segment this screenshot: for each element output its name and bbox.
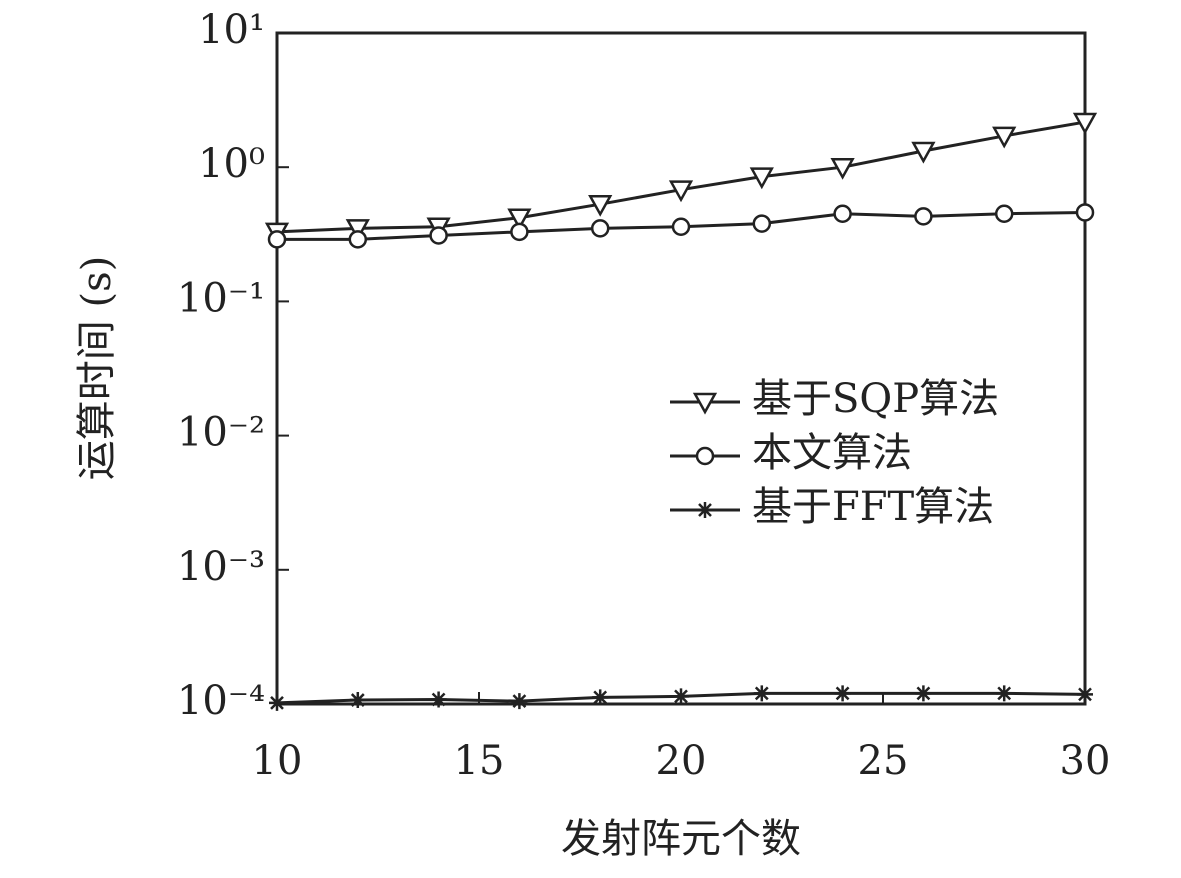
- y-tick-label: 10⁻¹: [177, 275, 265, 321]
- y-tick-label: 10⁰: [198, 141, 265, 187]
- x-tick-label: 10: [252, 738, 303, 784]
- marker: [752, 214, 772, 233]
- marker: [834, 685, 851, 702]
- legend-marker: [697, 502, 713, 518]
- marker: [911, 141, 936, 164]
- marker: [592, 689, 609, 706]
- marker: [511, 693, 528, 710]
- x-axis-label: 发射阵元个数: [561, 816, 801, 862]
- x-tick-label: 25: [858, 738, 909, 784]
- y-axis-label: 运算时间 (s): [74, 256, 120, 480]
- marker: [994, 204, 1014, 223]
- y-tick-label: 10⁻⁴: [177, 678, 265, 724]
- x-tick-label: 20: [656, 738, 707, 784]
- marker: [590, 219, 610, 238]
- marker: [267, 230, 287, 249]
- marker: [668, 180, 694, 203]
- marker: [830, 157, 855, 180]
- x-tick-label: 30: [1060, 738, 1111, 784]
- legend-marker: [692, 392, 718, 415]
- marker: [749, 167, 774, 190]
- marker: [833, 204, 852, 223]
- marker: [507, 208, 532, 231]
- marker: [429, 226, 448, 245]
- marker: [915, 685, 932, 702]
- legend-text: 本文算法: [752, 430, 912, 476]
- marker: [345, 219, 370, 241]
- legend-text: 基于FFT算法: [752, 484, 994, 530]
- marker: [269, 694, 285, 711]
- marker: [1072, 112, 1098, 135]
- marker: [1077, 686, 1093, 703]
- y-tick-label: 10¹: [198, 7, 265, 53]
- marker: [510, 222, 529, 242]
- marker: [1075, 203, 1095, 222]
- marker: [673, 688, 689, 705]
- legend-text: 基于SQP算法: [752, 376, 999, 422]
- marker: [349, 692, 366, 709]
- y-tick-label: 10⁻³: [177, 544, 265, 590]
- marker: [430, 691, 447, 708]
- marker: [348, 230, 368, 249]
- plot-frame: [275, 31, 1087, 706]
- x-tick-label: 15: [454, 738, 505, 784]
- legend-marker: [695, 446, 715, 466]
- marker: [671, 217, 691, 236]
- marker: [914, 207, 933, 226]
- marker: [996, 685, 1013, 702]
- marker: [588, 194, 613, 217]
- y-tick-label: 10⁻²: [177, 410, 265, 456]
- marker: [753, 685, 770, 702]
- marker: [992, 126, 1017, 149]
